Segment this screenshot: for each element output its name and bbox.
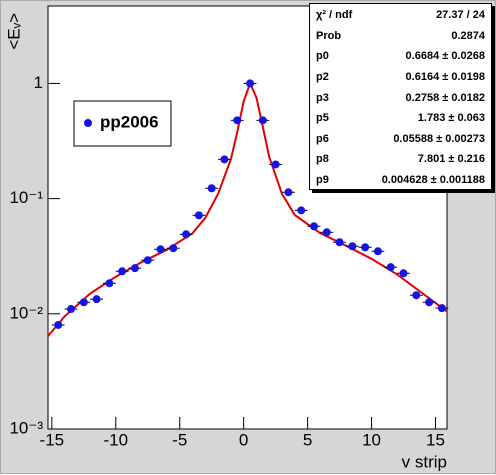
x-tick-label: 5	[303, 430, 312, 449]
stats-value: 0.05588 ± 0.00273	[393, 132, 485, 145]
y-tick-label: 1	[34, 73, 43, 92]
stats-row: p3 0.2758 ± 0.0182	[316, 87, 485, 108]
data-point	[118, 267, 127, 276]
data-point	[220, 155, 229, 164]
stats-value: 0.2874	[451, 29, 485, 42]
data-point	[258, 116, 267, 125]
data-point	[92, 295, 101, 304]
stats-label: p0	[316, 50, 329, 63]
data-point	[194, 211, 203, 220]
stats-value: 0.6684 ± 0.0268	[405, 50, 485, 63]
x-axis-title: v strip	[402, 452, 447, 471]
data-point	[310, 222, 318, 231]
data-point	[335, 238, 344, 247]
y-tick-label: 10⁻¹	[9, 188, 43, 207]
data-point	[246, 79, 255, 88]
stats-label: p8	[316, 153, 329, 166]
data-point	[284, 188, 293, 197]
data-point	[386, 263, 395, 272]
data-point	[412, 291, 421, 300]
stats-row: Prob 0.2874	[316, 26, 485, 47]
data-point	[399, 269, 408, 278]
stats-label: p3	[316, 91, 329, 104]
data-point	[156, 245, 165, 254]
stats-row: p0 0.6684 ± 0.0268	[316, 46, 485, 67]
stats-label: Prob	[316, 29, 342, 42]
stats-value: 0.2758 ± 0.0182	[405, 91, 485, 104]
data-point	[130, 264, 139, 273]
x-tick-label: 10	[362, 430, 381, 449]
stats-value: 7.801 ± 0.216	[417, 153, 485, 166]
stats-row: p5 1.783 ± 0.063	[316, 108, 485, 129]
x-tick-label: -5	[172, 430, 187, 449]
data-point	[182, 230, 191, 239]
data-point	[271, 160, 280, 169]
data-point	[143, 256, 152, 265]
stats-label: p9	[316, 174, 329, 187]
data-point	[348, 242, 357, 251]
stats-row: χ² / ndf 27.37 / 24	[316, 5, 485, 26]
stats-label: p5	[316, 112, 329, 125]
stats-value: 0.004628 ± 0.001188	[381, 174, 485, 187]
data-point	[373, 247, 382, 256]
data-point	[79, 298, 88, 307]
legend-marker	[84, 119, 92, 127]
data-point	[297, 206, 306, 215]
stats-value: 27.37 / 24	[436, 9, 485, 22]
stats-row: p8 7.801 ± 0.216	[316, 149, 485, 170]
stats-box: χ² / ndf 27.37 / 24 Prob 0.2874 p0 0.6684 ± 0…	[309, 3, 492, 190]
data-point	[105, 279, 114, 288]
stats-row: p2 0.6164 ± 0.0198	[316, 67, 485, 88]
y-tick-label: 10⁻³	[9, 418, 43, 437]
stats-value: 0.6164 ± 0.0198	[405, 71, 485, 84]
stats-label: p6	[316, 132, 329, 145]
data-point	[67, 305, 76, 314]
stats-row: p6 0.05588 ± 0.00273	[316, 129, 485, 150]
y-tick-label: 10⁻²	[9, 303, 43, 322]
stats-label: χ² / ndf	[316, 9, 353, 22]
data-point	[233, 116, 242, 125]
x-tick-label: -10	[103, 430, 128, 449]
y-axis-title: <Eᵥ>	[4, 13, 23, 50]
legend-label: pp2006	[100, 112, 159, 131]
data-point	[322, 228, 331, 237]
data-point	[425, 298, 434, 307]
stats-label: p2	[316, 71, 329, 84]
x-tick-label: -15	[40, 430, 65, 449]
data-point	[169, 244, 178, 253]
legend-box	[73, 100, 172, 147]
data-point	[361, 243, 370, 252]
data-point	[54, 320, 63, 329]
data-point	[207, 184, 216, 193]
data-point	[437, 304, 446, 313]
stats-value: 1.783 ± 0.063	[417, 112, 485, 125]
x-tick-label: 0	[239, 430, 248, 449]
x-tick-label: 15	[426, 430, 445, 449]
stats-row: p9 0.004628 ± 0.001188	[316, 170, 485, 191]
